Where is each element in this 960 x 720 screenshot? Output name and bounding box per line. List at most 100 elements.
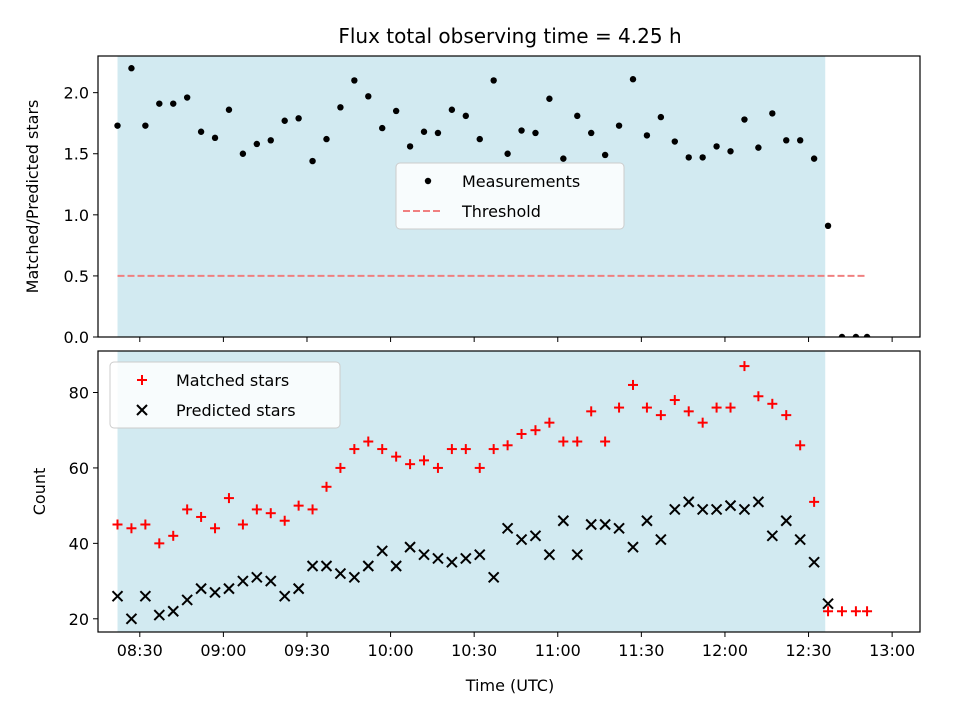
predicted-stars-point	[362, 560, 374, 572]
measurement-point	[379, 124, 386, 132]
matched-stars-point	[237, 519, 248, 530]
predicted-stars-point-b	[390, 560, 402, 572]
measurement-point	[434, 129, 442, 137]
predicted-stars-point-b	[627, 541, 639, 553]
matched-stars-point	[850, 606, 861, 617]
predicted-stars-point	[515, 533, 528, 546]
predicted-stars-point-b	[822, 598, 834, 610]
predicted-stars-point-b	[181, 594, 193, 606]
matched-stars-point	[836, 606, 847, 617]
predicted-stars-point-b	[292, 582, 305, 595]
measurement-point	[392, 107, 400, 115]
matched-stars-point	[753, 391, 764, 402]
measurement-point	[462, 112, 470, 120]
panel-frame	[97, 350, 921, 633]
y-tick-label: 1.5	[64, 145, 89, 164]
predicted-stars-point	[418, 548, 430, 561]
predicted-stars-point	[334, 567, 347, 580]
matched-stars-point	[349, 444, 360, 455]
matched-stars-point	[572, 436, 583, 447]
matched-stars-point	[488, 444, 499, 455]
matched-stars-point	[641, 402, 652, 413]
y-tick-label: 0.0	[64, 328, 89, 347]
x-axis-label: Time (UTC)	[465, 676, 554, 695]
matched-stars-point	[711, 402, 722, 413]
predicted-stars-point-b	[223, 582, 235, 595]
measurement-point	[546, 95, 553, 102]
measurement-point	[657, 113, 665, 121]
matched-stars-point	[600, 436, 611, 447]
predicted-stars-point	[822, 598, 834, 610]
predicted-stars-point-b	[320, 560, 333, 572]
predicted-stars-point	[529, 530, 542, 542]
measurement-point	[699, 154, 706, 161]
measurement-point	[225, 106, 233, 113]
matched-stars-point	[335, 462, 346, 473]
predicted-stars-point-b	[237, 575, 249, 587]
matched-stars-point	[419, 455, 430, 466]
matched-stars-point	[405, 459, 416, 470]
matched-stars-point	[862, 606, 873, 617]
matched-stars-point	[223, 493, 234, 504]
x-tick-label: 09:00	[200, 641, 246, 660]
measurement-point	[810, 155, 818, 162]
measurement-point	[727, 148, 734, 155]
measurement-point	[755, 144, 762, 151]
predicted-stars-point-b	[153, 609, 166, 621]
measurement-point	[142, 122, 149, 129]
matched-stars-point	[279, 515, 290, 526]
measurement-point	[351, 77, 358, 84]
ratio-panel: 0.0 0.5 1.0 1.5 2.0 Matched/Predicted stars Me…	[23, 55, 921, 347]
predicted-stars-point-b	[724, 499, 737, 512]
predicted-stars-point	[265, 575, 277, 587]
measurement-point	[406, 143, 414, 150]
matched-stars-point	[460, 444, 471, 455]
y-tick-label: 60	[69, 459, 89, 478]
predicted-stars-point-b	[557, 515, 570, 527]
predicted-stars-point-b	[808, 556, 820, 568]
predicted-stars-point	[683, 496, 695, 508]
predicted-stars-point-b	[501, 522, 514, 534]
matched-stars-point	[544, 417, 555, 428]
measurement-point	[532, 129, 539, 137]
measurement-point	[741, 116, 748, 123]
matched-stars-point	[363, 436, 374, 447]
y-tick-label: 20	[69, 610, 89, 629]
measurement-point	[128, 65, 135, 72]
x-tick-label: 12:00	[702, 641, 748, 660]
matched-stars-point	[669, 395, 680, 406]
predicted-stars-point-b	[474, 548, 486, 561]
matched-stars-point	[265, 508, 276, 519]
matched-stars-point	[210, 523, 221, 534]
matched-stars-point	[739, 361, 750, 372]
measurement-point	[852, 333, 860, 337]
predicted-stars-point-b	[794, 533, 806, 546]
predicted-stars-point-b	[167, 605, 179, 617]
y-tick-label: 1.0	[64, 206, 89, 225]
predicted-stars-point	[251, 571, 263, 584]
matched-stars-point	[586, 406, 597, 417]
predicted-stars-point-b	[780, 515, 792, 527]
measurement-point	[490, 77, 497, 84]
measurement-point	[183, 94, 191, 101]
measurement-point	[601, 151, 609, 159]
matched-stars-point	[683, 406, 694, 417]
legend-label: Measurements	[462, 172, 580, 191]
predicted-stars-point	[487, 571, 500, 584]
measurement-point	[197, 128, 205, 135]
predicted-stars-point-b	[515, 533, 528, 546]
measurement-point	[504, 150, 511, 157]
predicted-stars-point	[376, 545, 388, 557]
predicted-stars-point	[585, 518, 597, 531]
measurement-point	[783, 137, 790, 144]
matched-stars-point	[112, 519, 123, 530]
predicted-stars-point	[613, 522, 625, 534]
matched-stars-point	[474, 462, 485, 473]
measurement-point	[643, 132, 651, 139]
predicted-stars-point	[390, 560, 402, 572]
predicted-stars-point-b	[696, 503, 709, 516]
matched-stars-point	[614, 402, 625, 413]
predicted-stars-point	[306, 560, 319, 572]
predicted-stars-point-b	[487, 571, 500, 584]
predicted-stars-point-b	[404, 541, 416, 553]
